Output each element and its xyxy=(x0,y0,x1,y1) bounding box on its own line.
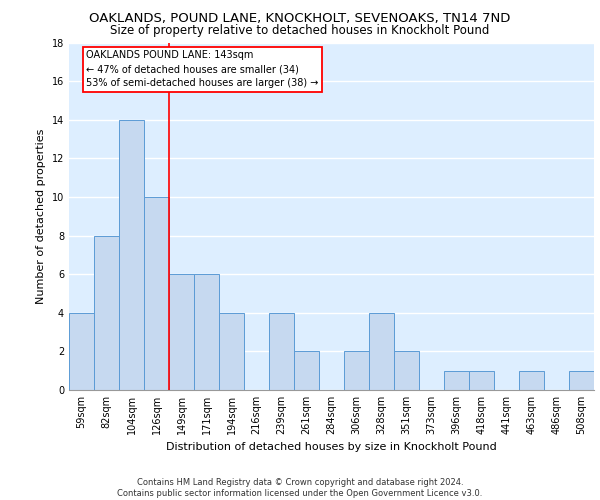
Y-axis label: Number of detached properties: Number of detached properties xyxy=(36,128,46,304)
Text: OAKLANDS, POUND LANE, KNOCKHOLT, SEVENOAKS, TN14 7ND: OAKLANDS, POUND LANE, KNOCKHOLT, SEVENOA… xyxy=(89,12,511,25)
Bar xyxy=(569,370,594,390)
Bar xyxy=(119,120,144,390)
Bar xyxy=(469,370,494,390)
Bar xyxy=(444,370,469,390)
Bar xyxy=(519,370,544,390)
Text: Contains HM Land Registry data © Crown copyright and database right 2024.
Contai: Contains HM Land Registry data © Crown c… xyxy=(118,478,482,498)
Bar xyxy=(169,274,194,390)
Bar xyxy=(219,313,244,390)
Bar xyxy=(344,352,369,390)
Bar xyxy=(194,274,219,390)
Bar xyxy=(69,313,94,390)
Bar xyxy=(269,313,294,390)
X-axis label: Distribution of detached houses by size in Knockholt Pound: Distribution of detached houses by size … xyxy=(166,442,497,452)
Bar xyxy=(369,313,394,390)
Bar xyxy=(144,197,169,390)
Text: OAKLANDS POUND LANE: 143sqm
← 47% of detached houses are smaller (34)
53% of sem: OAKLANDS POUND LANE: 143sqm ← 47% of det… xyxy=(86,50,319,88)
Bar xyxy=(394,352,419,390)
Text: Size of property relative to detached houses in Knockholt Pound: Size of property relative to detached ho… xyxy=(110,24,490,37)
Bar xyxy=(94,236,119,390)
Bar xyxy=(294,352,319,390)
